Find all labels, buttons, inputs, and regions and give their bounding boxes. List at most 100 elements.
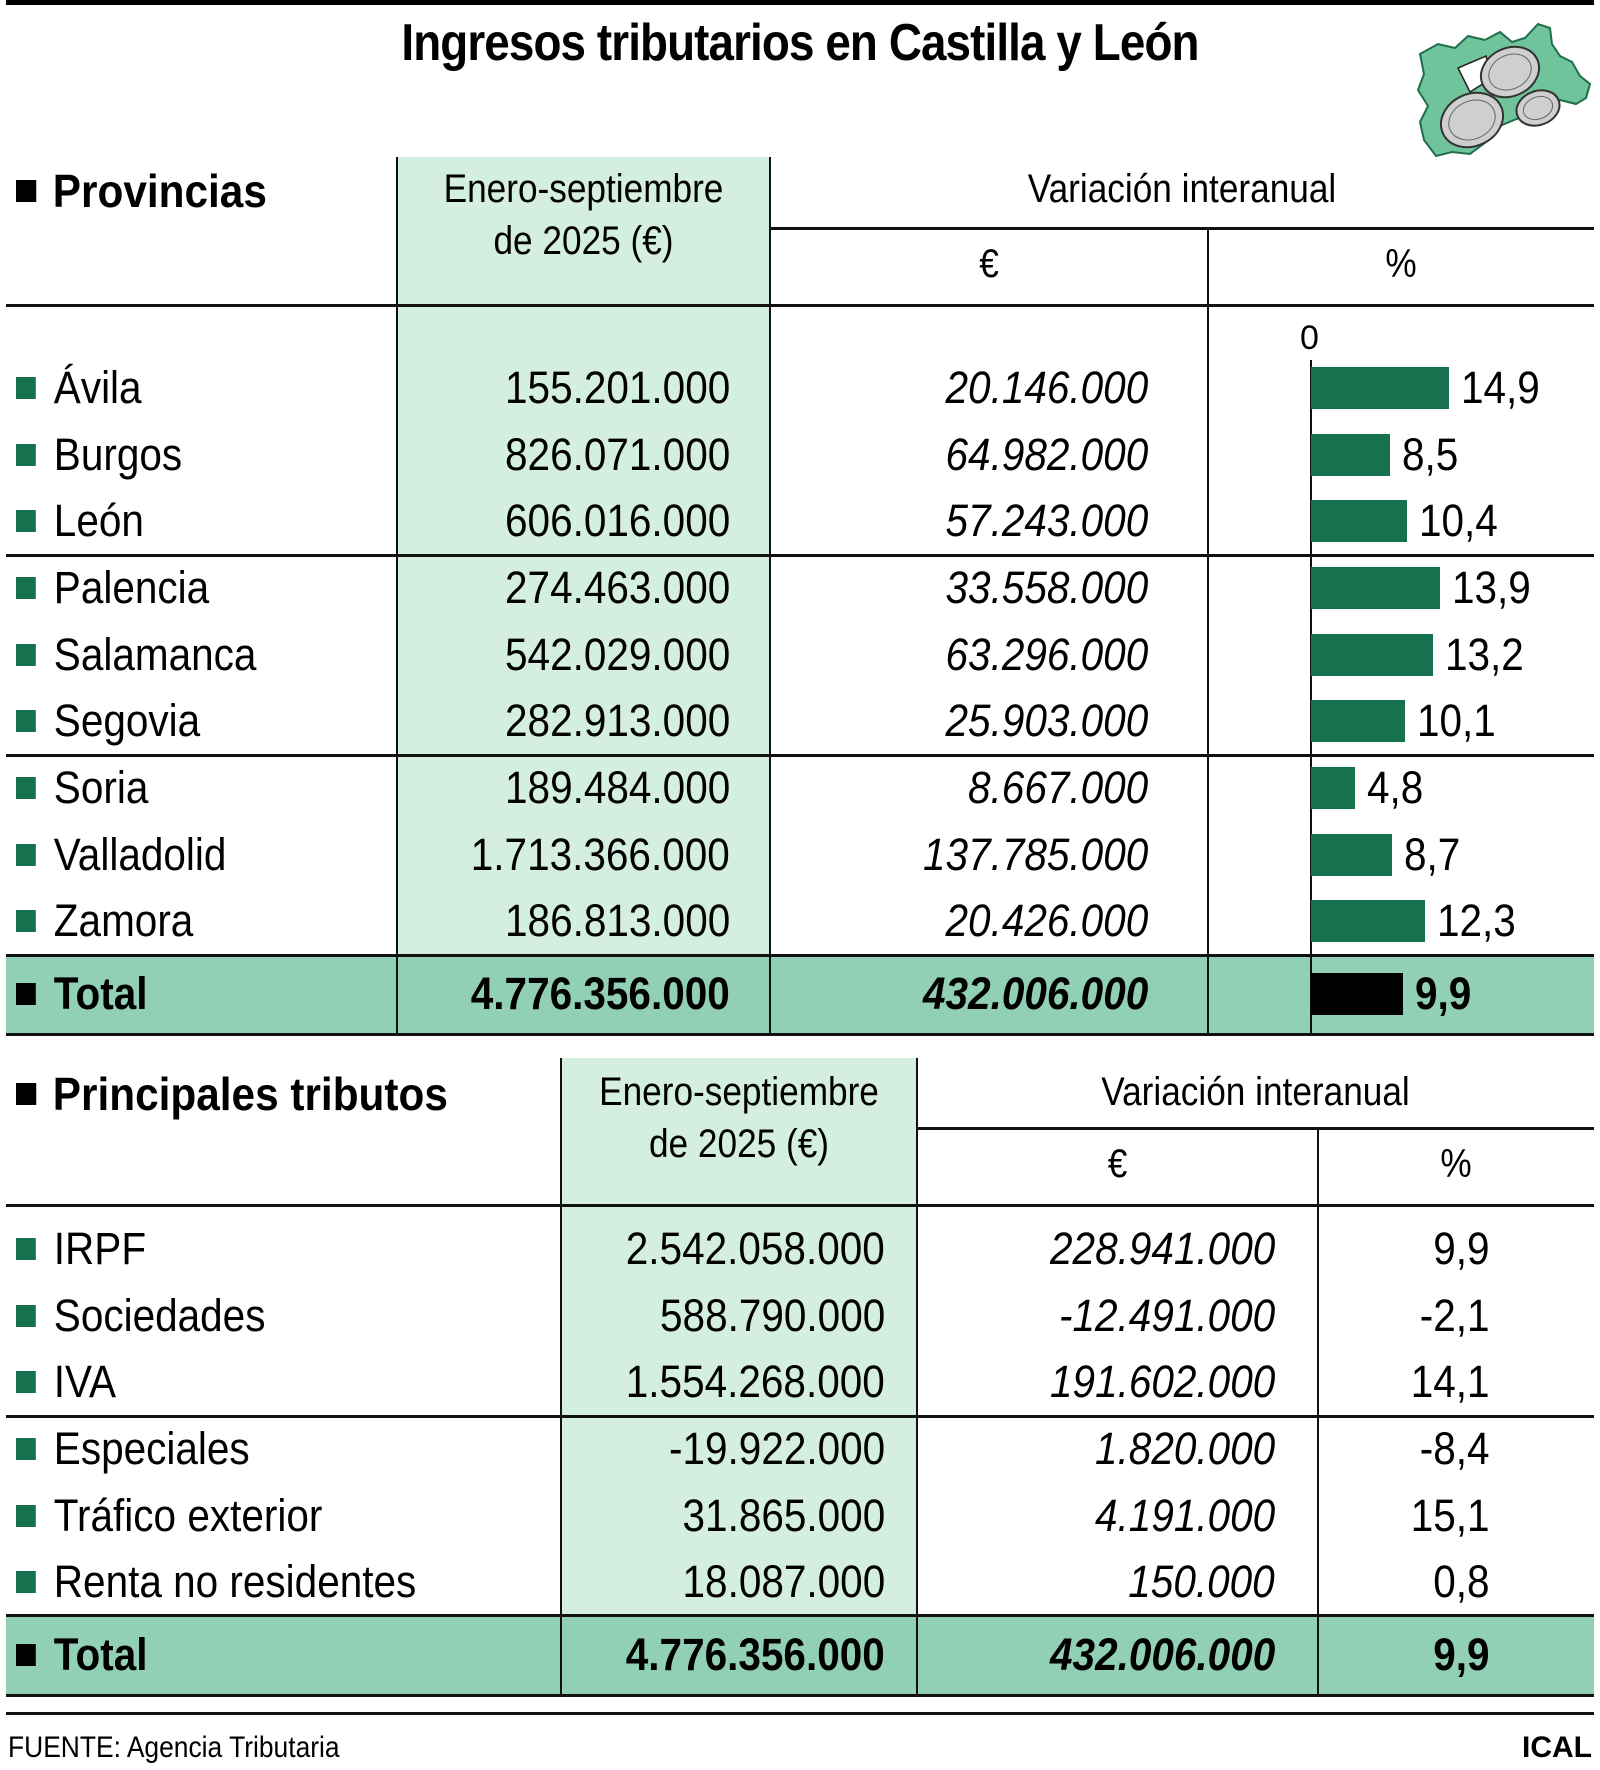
header-rule (6, 1204, 1594, 1207)
variation-pct: -8,4 (1420, 1423, 1490, 1474)
table-row: Valladolid 1.713.366.000 137.785.000 8,7 (0, 822, 1600, 888)
variation-eur: 432.006.000 (922, 968, 1148, 1019)
variation-eur: 33.558.000 (945, 562, 1148, 613)
square-bullet-icon (16, 1083, 37, 1105)
period-value: 4.776.356.000 (625, 1629, 885, 1680)
variation-pct: 4,8 (1367, 762, 1424, 813)
variation-pct: -2,1 (1420, 1290, 1490, 1341)
divider (916, 1058, 918, 1695)
pct-bar (1311, 434, 1390, 476)
map-coins-icon (1416, 22, 1592, 158)
table-row: Tráfico exterior 31.865.000 4.191.000 15,1 (0, 1483, 1600, 1549)
section-title-tributos: Principales tributos (16, 1066, 448, 1122)
brand-credit: ICAL (1522, 1731, 1592, 1764)
group-rule (6, 1415, 1594, 1418)
section-title-provincias: Provincias (16, 163, 267, 219)
period-value: 606.016.000 (504, 495, 730, 546)
square-bullet-icon (16, 1371, 36, 1393)
square-bullet-icon (16, 777, 36, 799)
row-label: Segovia (53, 695, 201, 746)
pct-bar (1311, 973, 1403, 1015)
variation-eur: 64.982.000 (945, 429, 1148, 480)
period-column-highlight (561, 1058, 917, 1615)
square-bullet-icon (16, 180, 37, 202)
table-row: León 606.016.000 57.243.000 10,4 (0, 488, 1600, 554)
divider (1317, 1128, 1319, 1695)
variation-pct: 14,1 (1411, 1356, 1490, 1407)
square-bullet-icon (16, 983, 36, 1005)
row-label: Burgos (53, 429, 183, 480)
square-bullet-icon (16, 710, 36, 732)
table-row: IVA 1.554.268.000 191.602.000 14,1 (0, 1349, 1600, 1415)
variation-pct: 9,9 (1415, 968, 1472, 1019)
square-bullet-icon (16, 844, 36, 866)
col-header-eur: € (979, 242, 999, 286)
pct-bar (1311, 900, 1425, 942)
variation-eur: 8.667.000 (967, 762, 1148, 813)
variation-pct: 13,9 (1452, 562, 1531, 613)
row-label: Salamanca (53, 629, 257, 680)
variation-pct: 0,8 (1433, 1556, 1490, 1607)
row-label: Soria (53, 762, 149, 813)
variation-eur: -12.491.000 (1058, 1290, 1275, 1341)
row-label: IVA (53, 1356, 117, 1407)
table-row: Sociedades 588.790.000 -12.491.000 -2,1 (0, 1283, 1600, 1349)
period-value: 588.790.000 (659, 1290, 885, 1341)
row-label: Zamora (53, 895, 194, 946)
variation-eur: 20.146.000 (945, 362, 1148, 413)
variation-pct: 13,2 (1445, 629, 1524, 680)
variation-eur: 57.243.000 (945, 495, 1148, 546)
row-label: León (53, 495, 144, 546)
variation-eur: 228.941.000 (1049, 1223, 1275, 1274)
col-header-eur: € (1107, 1142, 1128, 1186)
group-rule (6, 754, 1594, 757)
table-row: Especiales -19.922.000 1.820.000 -8,4 (0, 1416, 1600, 1482)
row-label: Tráfico exterior (53, 1490, 323, 1541)
variation-pct: 8,7 (1404, 829, 1461, 880)
variation-eur: 191.602.000 (1049, 1356, 1275, 1407)
header-rule (6, 304, 1594, 307)
period-value: 274.463.000 (504, 562, 730, 613)
page-title: Ingresos tributarios en Castilla y León (401, 14, 1199, 72)
period-value: 282.913.000 (504, 695, 730, 746)
row-label: Ávila (53, 362, 142, 413)
variation-eur: 20.426.000 (945, 895, 1148, 946)
table-row: IRPF 2.542.058.000 228.941.000 9,9 (0, 1216, 1600, 1282)
square-bullet-icon (16, 644, 36, 666)
pct-bar (1311, 500, 1407, 542)
table-row: Burgos 826.071.000 64.982.000 8,5 (0, 422, 1600, 488)
square-bullet-icon (16, 577, 36, 599)
table-row: Palencia 274.463.000 33.558.000 13,9 (0, 555, 1600, 621)
row-label: Valladolid (53, 829, 227, 880)
variation-eur: 4.191.000 (1094, 1490, 1275, 1541)
row-label: IRPF (53, 1223, 147, 1274)
col-header-pct: % (1385, 242, 1417, 286)
subheader-rule (917, 1127, 1594, 1130)
source-note: FUENTE: Agencia Tributaria (8, 1731, 340, 1764)
table-row: Soria 189.484.000 8.667.000 4,8 (0, 755, 1600, 821)
square-bullet-icon (16, 1571, 36, 1593)
square-bullet-icon (16, 910, 36, 932)
bar-axis (1310, 360, 1312, 1034)
pct-bar (1311, 700, 1405, 742)
period-value: 542.029.000 (504, 629, 730, 680)
variation-pct: 8,5 (1402, 429, 1459, 480)
variation-eur: 25.903.000 (945, 695, 1148, 746)
table-row: Total 4.776.356.000 432.006.000 9,9 (0, 961, 1600, 1027)
table-row: Segovia 282.913.000 25.903.000 10,1 (0, 688, 1600, 754)
square-bullet-icon (16, 1438, 36, 1460)
col-header-period: Enero-septiembre de 2025 (€) (443, 167, 724, 263)
variation-eur: 1.820.000 (1094, 1423, 1275, 1474)
total-rule (6, 954, 1594, 957)
row-label: Especiales (53, 1423, 250, 1474)
pct-bar (1311, 834, 1392, 876)
table-row: Zamora 186.813.000 20.426.000 12,3 (0, 888, 1600, 954)
square-bullet-icon (16, 444, 36, 466)
total-row-band (6, 1615, 1594, 1695)
row-label: Total (53, 968, 148, 1019)
period-value: 189.484.000 (504, 762, 730, 813)
variation-pct: 15,1 (1411, 1490, 1490, 1541)
period-value: 826.071.000 (504, 429, 730, 480)
square-bullet-icon (16, 1238, 36, 1260)
variation-pct: 10,4 (1419, 495, 1498, 546)
